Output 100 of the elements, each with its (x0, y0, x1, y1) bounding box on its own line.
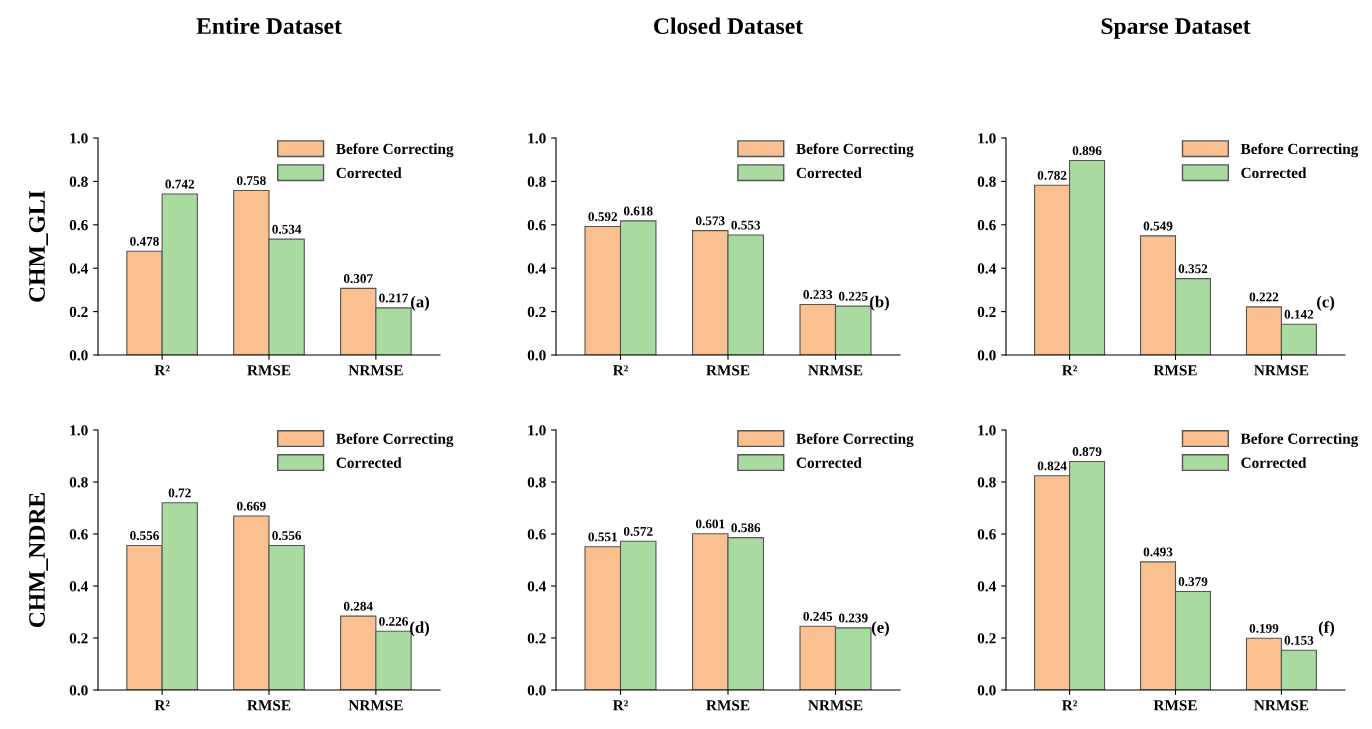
y-tick-label: 0.4 (527, 581, 546, 592)
y-tick-label: 1.0 (70, 425, 88, 436)
y-tick-label: 0.2 (527, 633, 546, 644)
chart-title: Sparse Dataset (1101, 18, 1251, 39)
legend-label: Corrected (1241, 457, 1307, 468)
data-label: 0.307 (343, 274, 373, 283)
x-tick-label: R² (612, 365, 628, 376)
x-tick-label: NRMSE (348, 700, 403, 711)
x-tick-label: RMSE (1153, 365, 1197, 376)
data-label: 0.233 (803, 290, 833, 300)
data-label: 0.879 (1072, 447, 1102, 457)
data-label: 0.742 (165, 179, 195, 189)
data-label: 0.556 (272, 531, 302, 541)
y-tick-label: 0.6 (977, 529, 996, 540)
x-tick-label: R² (612, 700, 628, 711)
legend-label: Corrected (336, 457, 402, 468)
data-label: 0.669 (237, 501, 266, 511)
y-tick-label: 1.0 (528, 425, 546, 436)
chart-title: Closed Dataset (654, 17, 803, 35)
data-label: 0.284 (343, 601, 373, 611)
y-tick-label: 0.0 (977, 350, 996, 361)
annotation: (e) (871, 621, 889, 637)
x-tick-label: NRMSE (348, 365, 403, 376)
y-tick-label: 0.8 (69, 477, 88, 488)
data-label: 0.226 (379, 616, 408, 626)
data-label: 0.379 (1178, 577, 1208, 587)
x-tick-label: NRMSE (808, 365, 863, 376)
data-label: 0.352 (1178, 264, 1208, 274)
data-label: 0.142 (1284, 309, 1314, 319)
data-label: 0.573 (695, 216, 725, 226)
y-axis-title: CHM_NDRE (29, 493, 48, 628)
x-tick-label: RMSE (247, 700, 291, 711)
annotation: (c) (1317, 295, 1335, 311)
y-tick-label: 0.0 (527, 685, 546, 696)
data-label: 0.601 (695, 519, 725, 529)
x-tick-label: NRMSE (808, 700, 863, 711)
x-tick-label: R² (154, 700, 170, 711)
data-label: 0.896 (1072, 146, 1102, 156)
y-tick-label: 0.8 (527, 176, 546, 187)
data-label: 0.553 (731, 220, 761, 230)
y-tick-label: 0.8 (977, 176, 996, 187)
data-label: 0.239 (838, 613, 868, 623)
data-label: 0.72 (168, 488, 191, 498)
data-label: 0.153 (1284, 635, 1314, 645)
y-tick-label: 0.4 (69, 263, 88, 274)
data-label: 0.758 (237, 176, 266, 186)
x-tick-label: R² (154, 365, 170, 376)
legend-label: Corrected (796, 457, 862, 468)
annotation: (d) (410, 621, 430, 637)
y-tick-label: 0.0 (69, 350, 88, 361)
legend-label: Before Correcting (1240, 143, 1359, 158)
data-label: 0.782 (1037, 170, 1067, 180)
y-tick-label: 0.8 (977, 477, 996, 488)
legend-label: Before Correcting (1240, 432, 1359, 448)
data-label: 0.245 (803, 611, 833, 621)
data-label: 0.493 (1143, 547, 1173, 557)
data-label: 0.618 (623, 206, 653, 216)
x-tick-label: R² (1062, 700, 1078, 711)
x-tick-label: RMSE (706, 700, 750, 711)
y-tick-label: 1.0 (978, 133, 996, 144)
y-tick-label: 0.6 (69, 219, 88, 231)
data-label: 0.556 (130, 531, 159, 541)
y-tick-label: 0.8 (69, 176, 88, 187)
y-tick-label: 0.2 (69, 633, 88, 644)
data-label: 0.222 (1249, 292, 1279, 302)
y-axis-title: CHM_GLI (29, 190, 48, 302)
data-label: 0.592 (588, 212, 618, 222)
data-label: 0.824 (1037, 461, 1067, 471)
y-tick-label: 0.4 (527, 263, 546, 274)
legend-label: Before Correcting (336, 432, 454, 448)
data-label: 0.572 (623, 526, 653, 536)
legend-label: Corrected (1241, 167, 1307, 179)
x-tick-label: RMSE (706, 365, 750, 376)
annotation: (f) (1318, 621, 1335, 637)
y-tick-label: 0.6 (527, 219, 546, 231)
y-tick-label: 0.0 (527, 350, 546, 361)
legend-label: Corrected (796, 167, 862, 179)
x-tick-label: RMSE (1153, 700, 1197, 711)
legend-label: Corrected (336, 167, 402, 179)
y-tick-label: 0.2 (527, 306, 546, 318)
y-tick-label: 0.0 (69, 685, 88, 696)
y-tick-label: 0.2 (977, 306, 996, 318)
data-label: 0.225 (838, 291, 868, 301)
legend-label: Before Correcting (796, 432, 914, 448)
data-label: 0.534 (272, 224, 302, 234)
y-tick-label: 0.6 (527, 529, 546, 540)
y-tick-label: 0.2 (977, 633, 996, 644)
annotation: (a) (411, 295, 430, 311)
y-tick-label: 0.4 (69, 581, 88, 592)
y-tick-label: 1.0 (70, 133, 88, 144)
chart-title: Entire Dataset (196, 17, 342, 35)
legend-label: Before Correcting (336, 143, 454, 158)
data-label: 0.199 (1249, 623, 1279, 633)
y-tick-label: 0.6 (977, 219, 996, 231)
data-label: 0.217 (379, 293, 409, 303)
x-tick-label: RMSE (247, 365, 291, 376)
y-tick-label: 1.0 (528, 133, 546, 144)
y-tick-label: 0.6 (69, 529, 88, 540)
x-tick-label: NRMSE (1254, 700, 1309, 711)
annotation: (b) (870, 295, 889, 311)
